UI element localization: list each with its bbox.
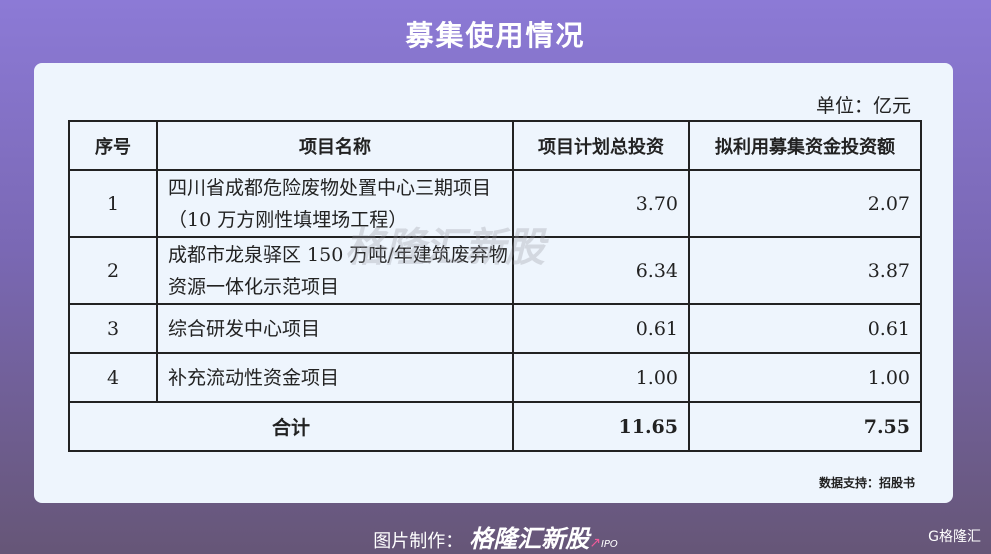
row-raised: 2.07 <box>688 169 922 238</box>
total-raised: 7.55 <box>688 401 922 452</box>
row-total: 1.00 <box>512 352 690 403</box>
content-card: 单位：亿元 序号 项目名称 项目计划总投资 拟利用募集资金投资额 1 四川省成都… <box>34 63 953 503</box>
row-raised: 3.87 <box>688 236 922 305</box>
row-raised: 0.61 <box>688 303 922 354</box>
source-note: 数据支持：招股书 <box>818 476 915 490</box>
row-name: 成都市龙泉驿区 150 万吨/年建筑废弃物资源一体化示范项目 <box>156 236 514 305</box>
footer-credit: 图片制作： 格隆汇新股↗IPO <box>0 519 991 554</box>
row-total: 3.70 <box>512 169 690 238</box>
row-total: 6.34 <box>512 236 690 305</box>
table-row: 2 成都市龙泉驿区 150 万吨/年建筑废弃物资源一体化示范项目 6.34 3.… <box>68 236 922 305</box>
total-row: 合计 11.65 7.55 <box>68 401 922 452</box>
fund-usage-table: 序号 项目名称 项目计划总投资 拟利用募集资金投资额 1 四川省成都危险废物处置… <box>68 120 922 452</box>
page-title: 募集使用情况 <box>405 19 586 52</box>
table-row: 1 四川省成都危险废物处置中心三期项目（10 万方刚性填埋场工程） 3.70 2… <box>68 169 922 238</box>
row-name: 补充流动性资金项目 <box>156 352 514 403</box>
row-no: 3 <box>68 303 158 354</box>
table-header-row: 序号 项目名称 项目计划总投资 拟利用募集资金投资额 <box>68 120 922 171</box>
header-no: 序号 <box>68 120 158 171</box>
header-raised: 拟利用募集资金投资额 <box>688 120 922 171</box>
unit-label: 单位：亿元 <box>815 95 911 117</box>
row-raised: 1.00 <box>688 352 922 403</box>
total-total: 11.65 <box>512 401 690 452</box>
brand-logo: G格隆汇 <box>928 529 981 545</box>
row-name: 综合研发中心项目 <box>156 303 514 354</box>
row-total: 0.61 <box>512 303 690 354</box>
row-name: 四川省成都危险废物处置中心三期项目（10 万方刚性填埋场工程） <box>156 169 514 238</box>
table-row: 4 补充流动性资金项目 1.00 1.00 <box>68 352 922 403</box>
footer-ipo: IPO <box>600 539 618 550</box>
total-label: 合计 <box>68 401 514 452</box>
watermark: 格隆汇新股 <box>345 225 545 271</box>
arrow-up-icon: ↗ <box>589 535 601 551</box>
header-name: 项目名称 <box>156 120 514 171</box>
header-total: 项目计划总投资 <box>512 120 690 171</box>
footer-prefix: 图片制作： <box>373 531 464 552</box>
table-row: 3 综合研发中心项目 0.61 0.61 <box>68 303 922 354</box>
row-no: 1 <box>68 169 158 238</box>
row-no: 2 <box>68 236 158 305</box>
footer-brand: 格隆汇新股 <box>469 525 590 553</box>
row-no: 4 <box>68 352 158 403</box>
